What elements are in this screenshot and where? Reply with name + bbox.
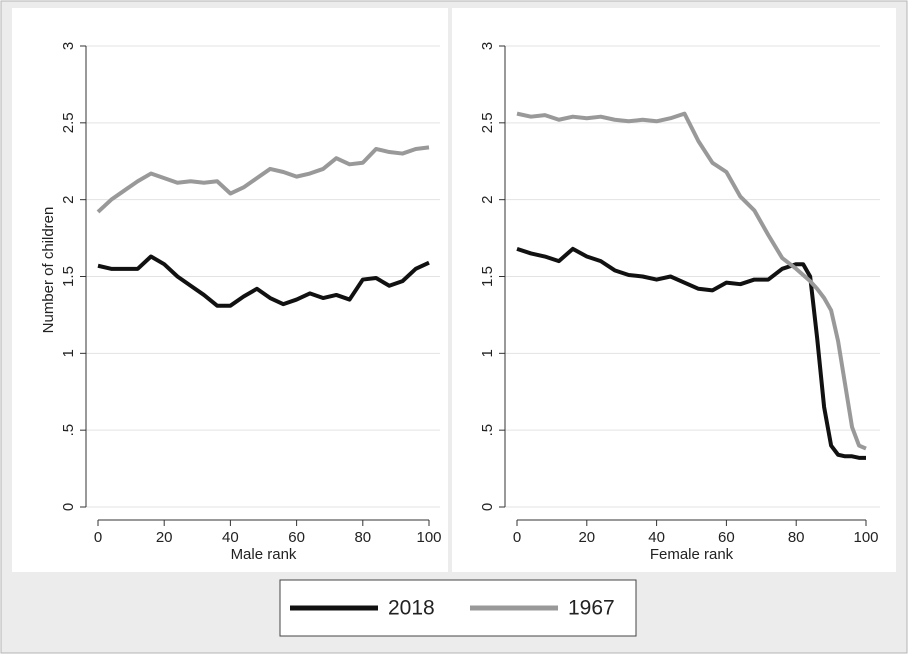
- x-tick-label: 100: [853, 529, 878, 546]
- y-tick-label: 2: [479, 195, 496, 203]
- y-tick-label: 3: [479, 42, 496, 50]
- line-series: [97, 254, 430, 308]
- y-tick-label: 0: [479, 503, 496, 511]
- y-tick-label: .5: [60, 424, 77, 437]
- x-tick-label: 100: [416, 529, 441, 546]
- x-tick-label: 20: [578, 529, 595, 546]
- y-tick-label: 1: [479, 349, 496, 357]
- x-tick-label: 80: [788, 529, 805, 546]
- x-tick-label: 60: [288, 529, 305, 546]
- line-series: 1967: [516, 111, 867, 451]
- y-tick-label: 0: [60, 503, 77, 511]
- x-tick-label: 80: [354, 529, 371, 546]
- y-tick-label: 1: [60, 349, 77, 357]
- y-tick-label: 3: [60, 42, 77, 50]
- legend-label: 1967: [568, 597, 615, 620]
- x-tick-label: 40: [648, 529, 665, 546]
- y-tick-label: 2.5: [60, 112, 77, 133]
- y-tick-label: 1.5: [479, 266, 496, 287]
- y-tick-label: 2: [60, 195, 77, 203]
- legend-label: 2018: [388, 597, 435, 620]
- line-series: [96, 145, 430, 214]
- line-series: 2018: [516, 246, 866, 460]
- panel: [452, 8, 896, 572]
- x-tick-label: 40: [222, 529, 239, 546]
- panel: [12, 8, 448, 572]
- x-tick-label: 60: [718, 529, 735, 546]
- x-tick-label: 20: [156, 529, 173, 546]
- y-tick-label: 1.5: [60, 266, 77, 287]
- x-axis-label: Male rank: [231, 546, 297, 563]
- y-axis-label: Number of children: [40, 207, 57, 334]
- x-tick-label: 0: [94, 529, 102, 546]
- y-tick-label: 2.5: [479, 112, 496, 133]
- x-axis-label: Female rank: [650, 546, 734, 563]
- y-tick-label: .5: [479, 424, 496, 437]
- x-tick-label: 0: [513, 529, 521, 546]
